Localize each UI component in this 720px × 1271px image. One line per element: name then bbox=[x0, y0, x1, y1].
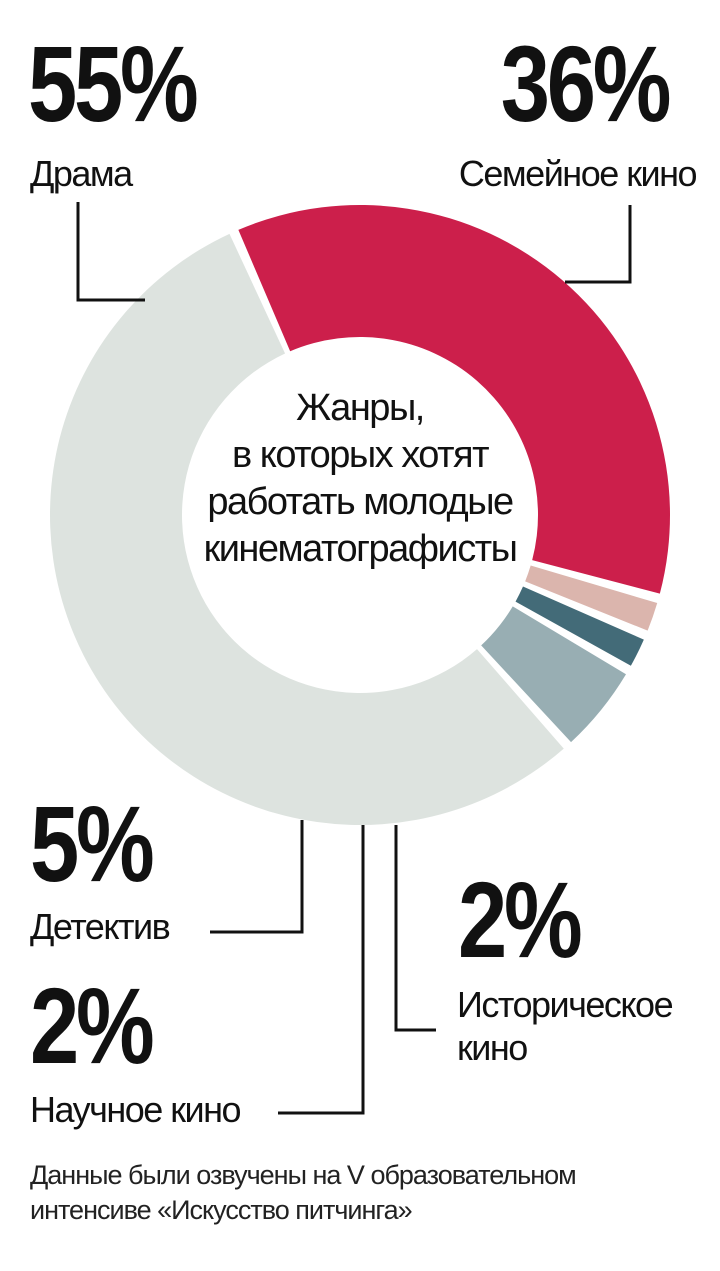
category-label-drama: Драма bbox=[30, 153, 133, 194]
chart-title-line: кинематографисты bbox=[203, 528, 518, 571]
value-label-detective: 5% bbox=[30, 783, 155, 904]
value-label-drama: 55% bbox=[28, 23, 199, 144]
category-label-science: Научное кино bbox=[30, 1089, 242, 1130]
value-label-family: 36% bbox=[500, 23, 672, 144]
value-label-historical: 2% bbox=[458, 859, 583, 980]
leader-detective bbox=[210, 820, 304, 934]
slice-science bbox=[515, 586, 644, 666]
category-label-historical-line: кино bbox=[457, 1027, 528, 1069]
category-label-historical-line: Историческое bbox=[457, 984, 674, 1025]
leader-historical bbox=[394, 825, 436, 1032]
slice-drama bbox=[50, 233, 564, 825]
category-label-family: Семейное кино bbox=[458, 153, 698, 194]
slice-family bbox=[238, 204, 670, 594]
slice-detective bbox=[481, 606, 627, 743]
category-label-detective: Детектив bbox=[30, 906, 171, 947]
footnote-line: интенсиве «Искусство питчинга» bbox=[30, 1194, 413, 1225]
chart-title: Жанры, в которых хотят работать молодые … bbox=[160, 385, 560, 573]
slice-historical bbox=[525, 565, 658, 631]
footnote-line: Данные были озвучены на V образовательно… bbox=[30, 1160, 577, 1190]
chart-title-line: работать молодые bbox=[207, 481, 514, 524]
leader-drama bbox=[76, 202, 145, 302]
leader-science bbox=[278, 825, 365, 1115]
chart-title-line: в которых хотят bbox=[232, 434, 489, 477]
category-label-historical: Историческое кино bbox=[457, 983, 674, 1069]
value-label-science: 2% bbox=[30, 965, 155, 1086]
donut-slices bbox=[50, 204, 670, 825]
chart-title-line: Жанры, bbox=[296, 387, 425, 429]
footnote: Данные были озвучены на V образовательно… bbox=[30, 1158, 700, 1227]
leader-family bbox=[565, 205, 632, 284]
leader-lines bbox=[76, 202, 632, 1115]
